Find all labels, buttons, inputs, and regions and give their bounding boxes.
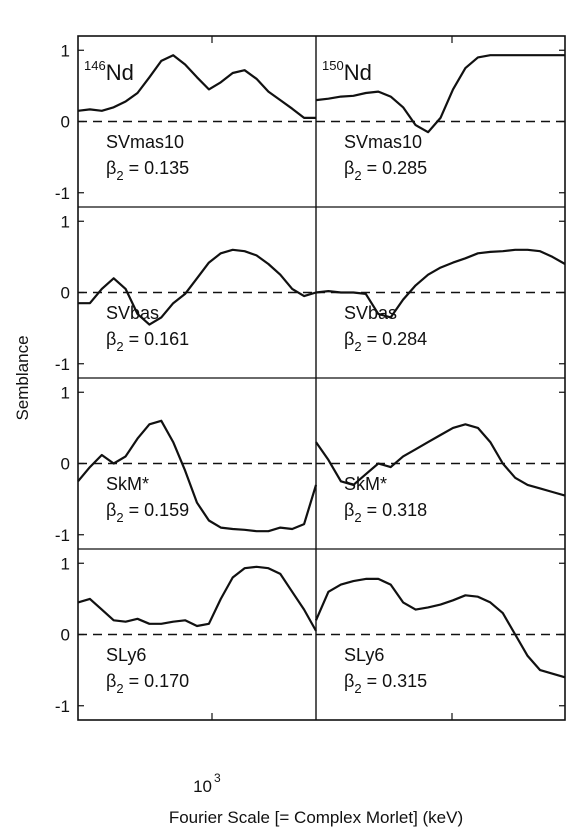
y-tick-label: 0 [61,626,70,645]
nucleus-label: 146Nd [84,58,134,85]
model-label: SVbas [106,303,159,323]
panel-grid: SVmas10 β2 = 0.135 SVmas10 β2 = 0.285 SVbas β… [77,54,566,696]
x-axis-tick: 10 3 [193,771,221,796]
beta-label: β2 = 0.135 [106,158,189,183]
y-tick-label: -1 [55,355,70,374]
semblance-curve [315,423,566,497]
semblance-curve [77,565,317,632]
x-tick-exponent: 3 [214,771,221,785]
model-label: SkM* [344,474,387,494]
x-tick-label: 10 [193,777,212,796]
panel-svmas10-col0: SVmas10 β2 = 0.135 [77,54,316,183]
y-tick-label: 1 [61,212,70,231]
y-tick-label: 1 [61,383,70,402]
y-axis-label: Semblance [13,335,32,420]
semblance-curve [77,419,318,533]
panel-skmstar-col1: SkM* β2 = 0.318 [315,423,566,525]
model-label: SLy6 [106,645,146,665]
chart-frame [77,35,566,721]
y-tick-label: 0 [61,284,70,303]
y-axis-ticks: 1 0 -1 1 0 -1 1 0 -1 1 0 -1 [55,41,565,716]
model-label: SkM* [106,474,149,494]
beta-label: β2 = 0.170 [106,671,189,696]
panel-skmstar-col0: SkM* β2 = 0.159 [77,419,318,533]
panel-sly6-col0: SLy6 β2 = 0.170 [77,565,317,696]
panel-svbas-col1: SVbas β2 = 0.284 [315,248,566,354]
y-tick-label: -1 [55,526,70,545]
panel-sly6-col1: SLy6 β2 = 0.315 [314,577,566,696]
semblance-curve [315,248,566,319]
column-headers: 146Nd 150Nd [84,58,372,85]
semblance-curve [315,54,565,134]
beta-label: β2 = 0.284 [344,329,427,354]
panel-svbas-col0: SVbas β2 = 0.161 [78,248,317,354]
beta-label: β2 = 0.285 [344,158,427,183]
semblance-curve [78,248,317,326]
model-label: SVmas10 [344,132,422,152]
nucleus-label: 150Nd [322,58,372,85]
panel-svmas10-col1: SVmas10 β2 = 0.285 [315,54,565,183]
beta-label: β2 = 0.159 [106,500,189,525]
model-label: SLy6 [344,645,384,665]
beta-label: β2 = 0.161 [106,329,189,354]
semblance-curve [314,577,566,679]
model-label: SVbas [344,303,397,323]
y-tick-label: 0 [61,113,70,132]
y-tick-label: 0 [61,455,70,474]
beta-label: β2 = 0.315 [344,671,427,696]
y-tick-label: 1 [61,554,70,573]
beta-label: β2 = 0.318 [344,500,427,525]
model-label: SVmas10 [106,132,184,152]
x-axis-label: Fourier Scale [= Complex Morlet] (keV) [169,808,463,827]
y-tick-label: 1 [61,41,70,60]
semblance-curve [77,54,316,119]
y-tick-label: -1 [55,697,70,716]
y-tick-label: -1 [55,184,70,203]
